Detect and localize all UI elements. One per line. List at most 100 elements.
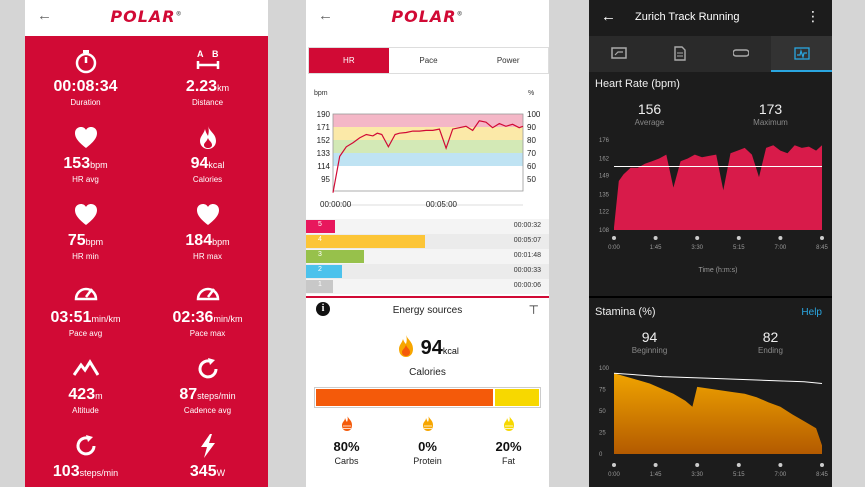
y-tick-right: 50 xyxy=(527,175,536,184)
x-tick-dot xyxy=(736,463,741,467)
tab-pace[interactable]: Pace xyxy=(419,56,438,65)
metric-label: Pace max xyxy=(189,329,226,338)
metric-tile: 345W xyxy=(147,431,268,482)
hr-maximum: 173 Maximum xyxy=(710,101,831,127)
calories-summary: 94kcal xyxy=(306,334,549,360)
hr-zone-band xyxy=(333,114,523,127)
stamina-ending: 82 Ending xyxy=(710,329,831,355)
metric-unit: min/km xyxy=(91,314,121,324)
source-name: Protein xyxy=(413,456,442,466)
zone-bar xyxy=(306,265,342,278)
stopwatch-icon xyxy=(25,46,146,76)
zone-number: 4 xyxy=(318,236,322,243)
hr-zone-band xyxy=(333,153,523,166)
metric-tile: 94kcal Calories xyxy=(147,123,268,184)
tab-overview[interactable] xyxy=(589,36,650,72)
help-link[interactable]: Help xyxy=(801,307,822,318)
source-name: Fat xyxy=(501,456,515,466)
flame-icon xyxy=(147,123,268,153)
energy-sources-title: Energy sources xyxy=(392,304,463,316)
overview-icon xyxy=(611,47,628,59)
y-tick: 0 xyxy=(599,452,603,458)
tab-power[interactable]: Power xyxy=(496,56,520,65)
hr-average-label: Average xyxy=(634,118,665,127)
source-percent: 0% xyxy=(418,439,437,454)
hr-line xyxy=(332,120,524,193)
x-tick: 1:45 xyxy=(650,472,662,478)
x-tick: 3:30 xyxy=(691,472,703,478)
heart-icon xyxy=(25,123,146,153)
app-header: ← POLAR® xyxy=(25,0,268,36)
zone-row: 4 00:05:07 xyxy=(306,234,549,249)
bolt-icon xyxy=(147,431,268,461)
zone-row: 2 00:00:33 xyxy=(306,264,549,279)
more-menu-icon[interactable]: ⋮ xyxy=(806,8,820,24)
flame-icon xyxy=(503,415,514,431)
garmin-hr-chart: 176 162 149 135 122 108 0:00 1:45 3:30 5:15 7:00 8:… xyxy=(599,138,828,274)
metric-label: HR min xyxy=(72,252,99,261)
energy-source-protein: 0% Protein xyxy=(387,414,468,466)
x-tick-dot xyxy=(653,236,658,240)
back-arrow-icon[interactable]: ← xyxy=(318,7,333,24)
energy-ratio-bar xyxy=(314,387,541,408)
zone-time: 00:05:07 xyxy=(513,237,541,244)
metric-value: 184bpm xyxy=(185,232,230,249)
metric-label: Cadence avg xyxy=(183,406,232,415)
metric-tile: 184bpm HR max xyxy=(147,200,268,261)
pin-icon[interactable]: ⊤ xyxy=(528,303,539,317)
x-tick: 0:00 xyxy=(608,472,620,478)
polar-hr-panel: ← POLAR® HR Pace Power bpm% 190 171 152 133 1… xyxy=(306,0,549,487)
stamina-ending-value: 82 xyxy=(762,329,779,345)
hr-zone-band xyxy=(333,140,523,153)
metric-tile: 423m Altitude xyxy=(25,354,146,415)
y-unit-right: % xyxy=(528,90,534,97)
activity-title: Zurich Track Running xyxy=(635,11,740,23)
metric-value: 75bpm xyxy=(67,232,104,249)
metric-value: 94kcal xyxy=(190,155,225,172)
y-tick: 162 xyxy=(599,157,610,163)
tab-hr[interactable]: HR xyxy=(309,48,389,73)
back-arrow-icon[interactable]: ← xyxy=(37,7,52,24)
y-tick: 108 xyxy=(599,228,610,234)
metric-tile: A B 2.23km Distance xyxy=(147,46,268,107)
tab-laps[interactable] xyxy=(711,36,772,72)
x-tick: 00:00:00 xyxy=(320,200,352,209)
metric-unit: bpm xyxy=(212,237,230,247)
tab-stats[interactable] xyxy=(650,36,711,72)
metric-tile: 03:51min/km Pace avg xyxy=(25,277,146,338)
stamina-section-title: Stamina (%) xyxy=(595,306,656,318)
zone-time: 00:01:48 xyxy=(513,252,541,259)
x-tick: 7:00 xyxy=(775,472,787,478)
y-tick-left: 114 xyxy=(317,162,330,171)
metric-tile: 00:08:34 Duration xyxy=(25,46,146,107)
metric-unit: km xyxy=(217,83,230,93)
x-tick: 8:45 xyxy=(816,245,828,251)
activity-tabs xyxy=(589,36,832,72)
energy-source-fat: 20% Fat xyxy=(468,414,549,466)
metric-value: 87steps/min xyxy=(179,386,236,403)
metric-label: Altitude xyxy=(72,406,99,415)
zone-row: 3 00:01:48 xyxy=(306,249,549,264)
metric-label: Calories xyxy=(192,175,223,184)
info-icon[interactable]: i xyxy=(316,302,330,316)
zone-bar xyxy=(306,220,335,233)
x-tick: 0:00 xyxy=(608,245,620,251)
chart-icon xyxy=(793,46,810,60)
x-tick-dot xyxy=(820,236,824,240)
gauge-icon xyxy=(25,277,146,307)
tab-charts[interactable] xyxy=(771,36,832,72)
calories-unit: kcal xyxy=(442,346,459,356)
zone-bar xyxy=(306,280,333,293)
x-tick-dot xyxy=(820,463,824,467)
metric-label: HR avg xyxy=(72,175,99,184)
hr-maximum-label: Maximum xyxy=(753,118,788,127)
y-tick: 135 xyxy=(599,192,610,198)
metric-value: 00:08:34 xyxy=(53,78,118,95)
y-tick-right: 90 xyxy=(527,123,536,132)
zone-number: 3 xyxy=(318,251,322,258)
fat-bar xyxy=(494,389,539,406)
metric-unit: W xyxy=(216,468,226,478)
garmin-activity-panel: ← Zurich Track Running ⋮ Heart Rate (bpm… xyxy=(589,0,832,487)
back-arrow-icon[interactable]: ← xyxy=(601,8,616,25)
gauge-icon xyxy=(147,277,268,307)
